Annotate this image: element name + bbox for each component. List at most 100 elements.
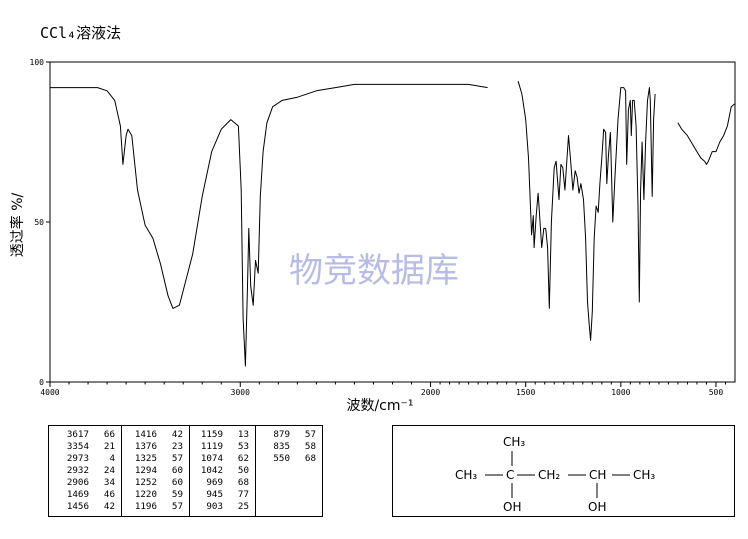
peak-transmittance: 25 xyxy=(237,501,249,512)
peak-transmittance: 68 xyxy=(304,453,316,464)
peak-transmittance: 4 xyxy=(109,453,115,464)
x-tick-label: 2000 xyxy=(421,388,440,397)
peak-transmittance: 68 xyxy=(237,477,249,488)
peak-table-row: 2906 34 xyxy=(49,477,121,488)
peak-wavenumber: 1416 xyxy=(134,429,157,440)
peak-transmittance: 57 xyxy=(171,453,183,464)
peak-wavenumber: 1456 xyxy=(66,501,89,512)
structure-hydroxyl-1: OH xyxy=(503,500,521,514)
peak-table-row: 1456 42 xyxy=(49,501,121,512)
x-axis-label: 波数/cm⁻¹ xyxy=(346,398,413,414)
spectrum-segment-1 xyxy=(50,83,488,367)
peak-table-row: 945 77 xyxy=(190,489,255,500)
peak-transmittance: 66 xyxy=(103,429,115,440)
y-tick-label: 50 xyxy=(34,218,44,227)
peak-table-row: 1252 60 xyxy=(122,477,189,488)
peak-transmittance: 62 xyxy=(237,453,249,464)
x-tick-label: 4000 xyxy=(40,388,59,397)
x-axis-ticks: 4000 3000 2000 1500 1000 500 xyxy=(40,382,726,397)
peak-wavenumber: 2906 xyxy=(66,477,89,488)
peak-wavenumber: 2932 xyxy=(66,465,89,476)
x-tick-label: 1500 xyxy=(516,388,535,397)
peak-transmittance: 23 xyxy=(171,441,183,452)
peak-table-row: 835 58 xyxy=(256,441,322,452)
spectrum-segment-3 xyxy=(677,103,736,165)
peak-transmittance: 42 xyxy=(103,501,115,512)
chart-title: CCl₄溶液法 xyxy=(40,24,122,42)
structure-hydroxyl-2: OH xyxy=(588,500,606,514)
x-tick-label: 3000 xyxy=(231,388,250,397)
peak-table-row: 1376 23 xyxy=(122,441,189,452)
peak-table-row: 1196 57 xyxy=(122,501,189,512)
peak-wavenumber: 1159 xyxy=(200,429,223,440)
peak-table-row: 1074 62 xyxy=(190,453,255,464)
peak-table-column: 879 57 835 58 550 68 xyxy=(255,426,322,516)
peak-transmittance: 21 xyxy=(103,441,115,452)
peak-wavenumber: 1220 xyxy=(134,489,157,500)
peak-table-row: 550 68 xyxy=(256,453,322,464)
peak-table-row: 1325 57 xyxy=(122,453,189,464)
structure-top-methyl: CH₃ xyxy=(503,435,525,449)
peak-transmittance: 46 xyxy=(103,489,115,500)
watermark: 物竞数据库 xyxy=(289,251,459,291)
structure-ch3-right: CH₃ xyxy=(633,468,655,482)
peak-transmittance: 58 xyxy=(304,441,316,452)
peak-wavenumber: 2973 xyxy=(66,453,89,464)
peak-transmittance: 77 xyxy=(237,489,249,500)
peak-wavenumber: 1252 xyxy=(134,477,157,488)
peak-table-row: 879 57 xyxy=(256,429,322,440)
y-tick-label: 0 xyxy=(39,378,44,387)
peak-wavenumber: 903 xyxy=(206,501,223,512)
peak-table-row: 1469 46 xyxy=(49,489,121,500)
spectrum-segment-2 xyxy=(517,81,656,341)
peak-transmittance: 60 xyxy=(171,477,183,488)
peak-wavenumber: 879 xyxy=(273,429,290,440)
peak-table-row: 2973 4 xyxy=(49,453,121,464)
peak-wavenumber: 1325 xyxy=(134,453,157,464)
peak-transmittance: 57 xyxy=(171,501,183,512)
peak-transmittance: 50 xyxy=(237,465,249,476)
peak-transmittance: 60 xyxy=(171,465,183,476)
peak-wavenumber: 1042 xyxy=(200,465,223,476)
peak-table-column: 3617 66 3354 21 2973 4 2932 24 2906 34 1469 46 1456 4… xyxy=(49,426,121,516)
peak-wavenumber: 945 xyxy=(206,489,223,500)
peak-wavenumber: 969 xyxy=(206,477,223,488)
structure-ch2: CH₂ xyxy=(538,468,560,482)
y-axis-label: 透过率 %/ xyxy=(9,192,26,257)
peak-wavenumber: 1119 xyxy=(200,441,223,452)
peak-transmittance: 57 xyxy=(304,429,316,440)
peak-table-row: 1416 42 xyxy=(122,429,189,440)
peak-transmittance: 34 xyxy=(103,477,115,488)
peak-table-row: 1159 13 xyxy=(190,429,255,440)
peak-table-row: 903 25 xyxy=(190,501,255,512)
spectrum-series xyxy=(50,81,736,367)
peak-table-row: 2932 24 xyxy=(49,465,121,476)
peak-wavenumber: 3354 xyxy=(66,441,89,452)
peak-wavenumber: 1376 xyxy=(134,441,157,452)
peak-wavenumber: 835 xyxy=(273,441,290,452)
peak-transmittance: 53 xyxy=(237,441,249,452)
peak-table-row: 969 68 xyxy=(190,477,255,488)
peak-table-column: 1159 13 1119 53 1074 62 1042 50 969 68 945 77 903 25 xyxy=(189,426,255,516)
peak-table-row: 1042 50 xyxy=(190,465,255,476)
y-tick-label: 100 xyxy=(30,58,45,67)
peak-table-row: 3617 66 xyxy=(49,429,121,440)
peak-table-row: 1220 59 xyxy=(122,489,189,500)
peak-transmittance: 59 xyxy=(171,489,183,500)
structure-ch3-left: CH₃ xyxy=(455,468,477,482)
peak-wavenumber: 1074 xyxy=(200,453,223,464)
structure-ch: CH xyxy=(589,468,606,482)
x-tick-label: 500 xyxy=(709,388,724,397)
peak-wavenumber: 3617 xyxy=(66,429,89,440)
peak-table-row: 1294 60 xyxy=(122,465,189,476)
peak-table: 3617 66 3354 21 2973 4 2932 24 2906 34 1469 46 1456 4… xyxy=(48,425,323,517)
peak-wavenumber: 1196 xyxy=(134,501,157,512)
peak-table-row: 1119 53 xyxy=(190,441,255,452)
y-axis-ticks: 0 50 100 xyxy=(30,58,50,387)
molecular-structure: CH₃ CH₃ C CH₂ CH CH₃ OH OH xyxy=(392,425,735,517)
peak-table-column: 1416 42 1376 23 1325 57 1294 60 1252 60 1220 59 1196… xyxy=(121,426,189,516)
peak-table-row: 3354 21 xyxy=(49,441,121,452)
peak-wavenumber: 550 xyxy=(273,453,290,464)
peak-transmittance: 24 xyxy=(103,465,115,476)
structure-carbon: C xyxy=(506,468,514,482)
